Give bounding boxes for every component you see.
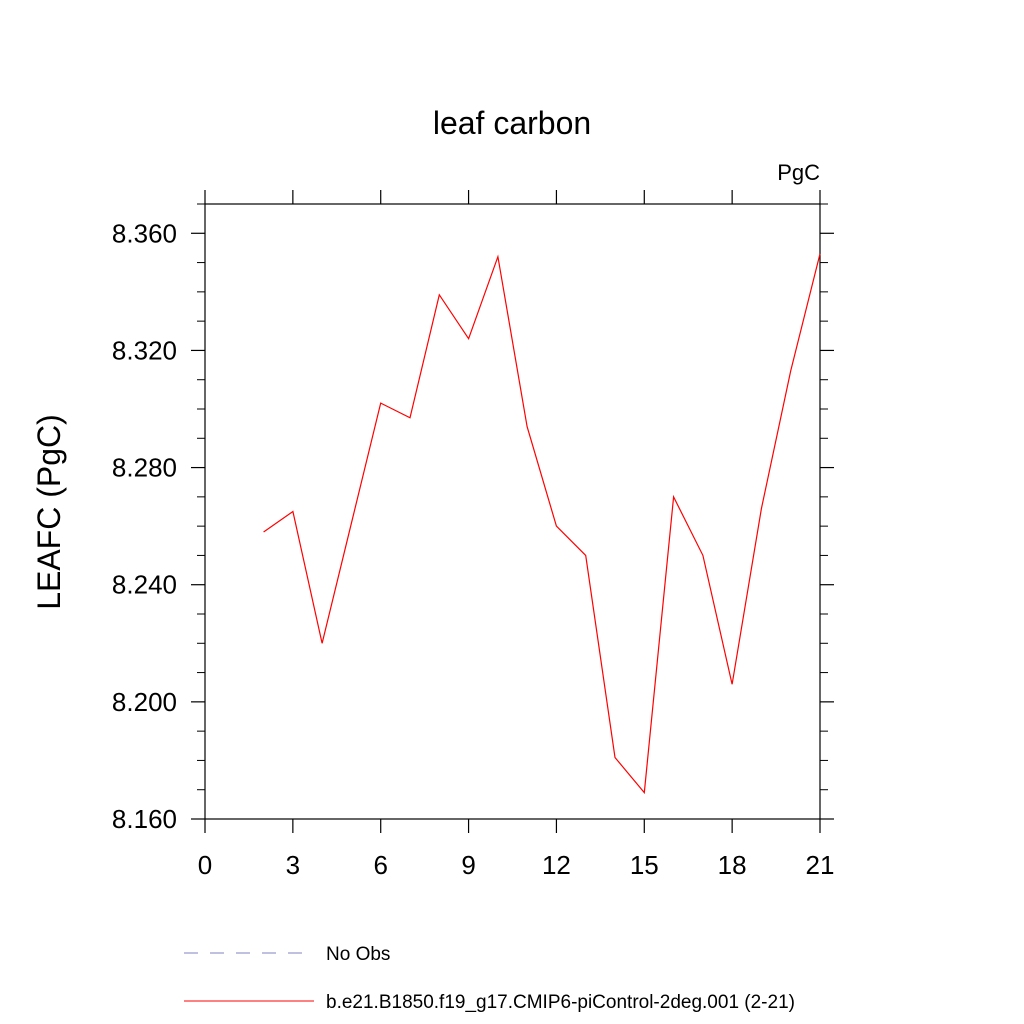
units-label: PgC [777,160,820,185]
legend-label-model: b.e21.B1850.f19_g17.CMIP6-piControl-2deg… [326,992,795,1013]
y-tick-label: 8.320 [112,335,177,365]
y-tick-label: 8.200 [112,687,177,717]
x-tick-label: 12 [542,850,571,880]
y-tick-label: 8.160 [112,804,177,834]
y-tick-label: 8.240 [112,570,177,600]
y-tick-label: 8.360 [112,218,177,248]
axis-ticks [191,190,834,833]
y-axis-label: LEAFC (PgC) [31,414,67,610]
series-line [263,253,821,795]
x-tick-label: 21 [806,850,835,880]
x-tick-label: 9 [461,850,475,880]
x-tick-label: 6 [373,850,387,880]
plot-frame [204,203,821,820]
legend-label-no-obs: No Obs [326,944,390,965]
legend: No Obs b.e21.B1850.f19_g17.CMIP6-piContr… [184,944,795,1013]
axis-tick-labels: 0 3 6 9 12 15 18 21 8.160 8.200 8.240 8.280 8.320 8.3… [112,218,835,880]
x-tick-label: 18 [718,850,747,880]
series-group [263,253,821,795]
x-tick-label: 0 [198,850,212,880]
y-tick-label: 8.280 [112,453,177,483]
x-tick-label: 15 [630,850,659,880]
x-tick-label: 3 [286,850,300,880]
chart-title: leaf carbon [433,105,591,141]
